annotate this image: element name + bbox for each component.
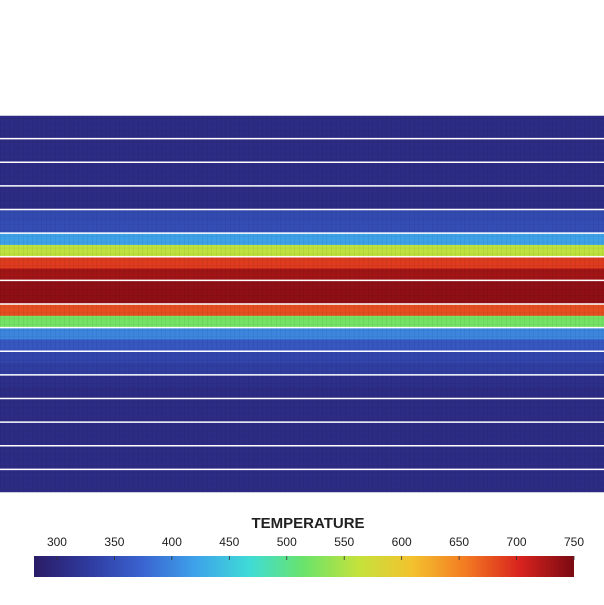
colorbar-tick-label: 300 (47, 535, 67, 549)
colorbar-tick-label: 700 (507, 535, 527, 549)
colorbar-tick-label: 350 (104, 535, 124, 549)
colorbar-tick-label: 400 (162, 535, 182, 549)
colorbar-title: TEMPERATURE (251, 515, 364, 532)
colorbar-tick-label: 600 (392, 535, 412, 549)
colorbar-tick-label: 500 (277, 535, 297, 549)
colorbar-tick-label: 650 (449, 535, 469, 549)
colorbar-tick-label: 750 (564, 535, 584, 549)
colorbar (34, 556, 574, 577)
colorbar-tick-label: 550 (334, 535, 354, 549)
layer-lines (0, 114, 604, 494)
colorbar-tick-label: 450 (219, 535, 239, 549)
